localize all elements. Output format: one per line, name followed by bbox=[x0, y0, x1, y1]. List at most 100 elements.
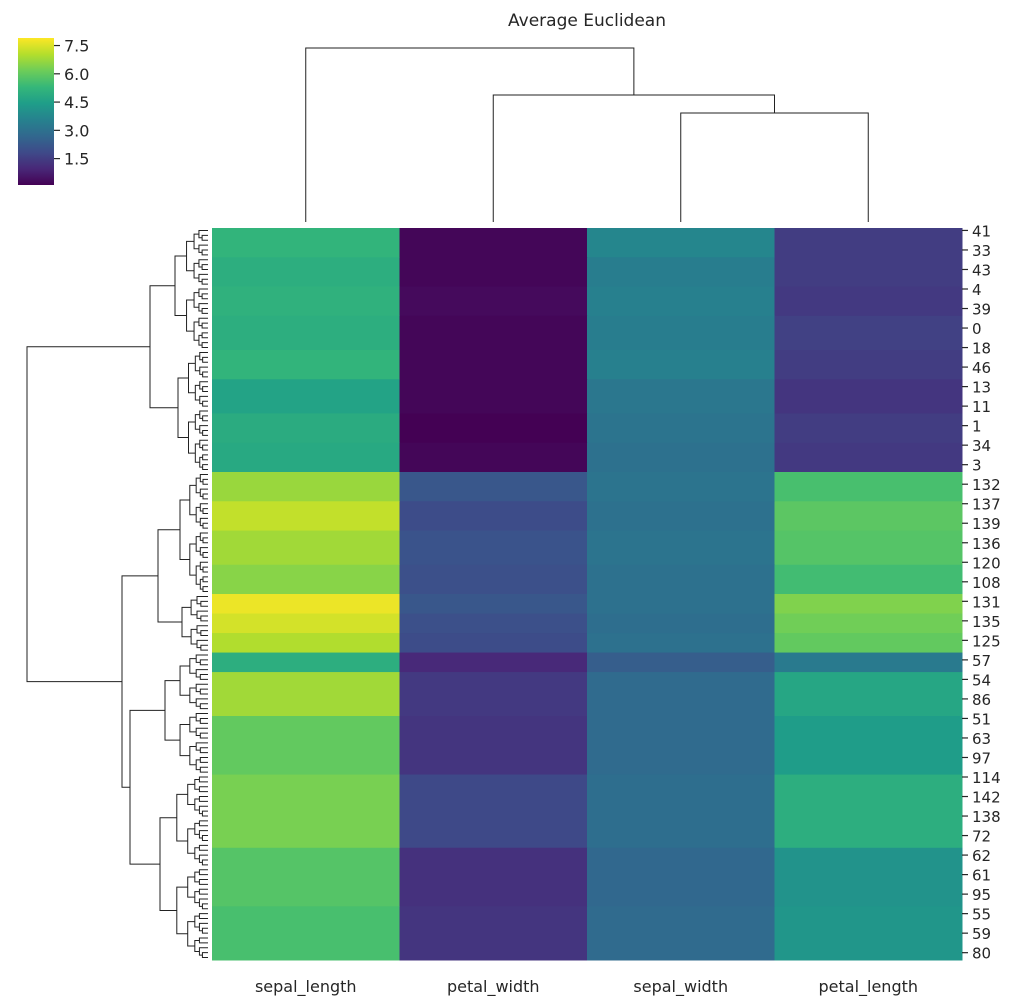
heatmap-cell bbox=[399, 472, 588, 502]
dendrogram-link bbox=[195, 669, 208, 678]
row-tick-label: 11 bbox=[972, 398, 991, 416]
dendrogram-link bbox=[194, 915, 200, 928]
row-tick-label: 138 bbox=[972, 808, 1001, 826]
dendrogram-link bbox=[198, 869, 208, 876]
heatmap-cell bbox=[212, 442, 400, 473]
heatmap-cell bbox=[587, 564, 775, 595]
heatmap-cell bbox=[399, 906, 588, 961]
heatmap-cell bbox=[587, 379, 775, 414]
dendrogram-link bbox=[189, 716, 197, 733]
dendrogram-link bbox=[195, 698, 208, 707]
heatmap-cell bbox=[774, 652, 963, 673]
heatmap-cell bbox=[774, 613, 963, 634]
dendrogram-link bbox=[202, 464, 208, 471]
dendrogram-link bbox=[201, 322, 208, 329]
dendrogram-link bbox=[195, 477, 201, 494]
heatmap-cell bbox=[774, 315, 963, 351]
dendrogram-link bbox=[199, 578, 204, 590]
heatmap-cell bbox=[774, 594, 963, 615]
dendrogram-link bbox=[198, 820, 208, 827]
heatmap-cell bbox=[587, 501, 775, 532]
dendrogram-link bbox=[179, 665, 190, 696]
dendrogram-link bbox=[195, 759, 201, 771]
heatmap-cell bbox=[399, 672, 588, 717]
dendrogram-link bbox=[179, 499, 190, 561]
dendrogram-link bbox=[193, 292, 199, 308]
dendrogram-link bbox=[198, 844, 208, 851]
heatmap-cell bbox=[774, 501, 963, 532]
heatmap-cell bbox=[399, 633, 588, 654]
colorbar: 1.5 3.0 4.5 6.0 7.5 bbox=[18, 37, 89, 185]
dendrogram-link bbox=[202, 454, 208, 461]
heatmap-cell bbox=[587, 413, 775, 444]
heatmap-cell bbox=[587, 228, 775, 258]
dendrogram-link bbox=[199, 766, 208, 773]
heatmap-cell bbox=[212, 530, 400, 566]
heatmap-cell bbox=[212, 847, 400, 907]
dendrogram-link bbox=[199, 517, 208, 527]
dendrogram-link bbox=[198, 830, 208, 839]
heatmap-cell bbox=[587, 472, 775, 502]
dendrogram-link bbox=[196, 625, 208, 634]
dendrogram-link bbox=[195, 683, 208, 693]
dendrogram-link bbox=[194, 939, 200, 952]
heatmap-cell bbox=[774, 413, 963, 444]
dendrogram-link bbox=[198, 288, 208, 297]
dendrogram-link bbox=[187, 876, 195, 898]
dendrogram-link bbox=[198, 244, 208, 253]
dendrogram-link bbox=[201, 234, 208, 241]
heatmap-cell bbox=[399, 442, 588, 473]
dendrogram-link bbox=[199, 717, 208, 724]
dendrogram-link bbox=[189, 543, 197, 576]
heatmap-cell bbox=[774, 257, 963, 288]
dendrogram-link bbox=[201, 264, 208, 270]
dendrogram-link bbox=[199, 747, 208, 754]
heatmap-cell bbox=[212, 286, 400, 317]
row-tick-label: 137 bbox=[972, 496, 1001, 514]
dendrogram-link bbox=[194, 443, 200, 463]
heatmap-cell bbox=[399, 379, 588, 414]
heatmap-cell bbox=[399, 847, 588, 907]
heatmap-cell bbox=[212, 613, 400, 634]
row-tick-label: 3 bbox=[972, 457, 982, 475]
row-tick-label: 132 bbox=[972, 476, 1001, 494]
row-tick-label: 61 bbox=[972, 867, 991, 885]
row-tick-label: 57 bbox=[972, 652, 991, 670]
heatmap-cell bbox=[587, 652, 775, 673]
heatmap-cell bbox=[774, 633, 963, 654]
heatmap-cell bbox=[399, 350, 588, 380]
dendrogram-link bbox=[201, 342, 208, 349]
dendrogram-link bbox=[196, 610, 208, 619]
row-tick-label: 13 bbox=[972, 379, 991, 397]
dendrogram-link bbox=[194, 778, 200, 790]
heatmap-cell bbox=[212, 379, 400, 414]
row-tick-label: 136 bbox=[972, 535, 1001, 553]
dendrogram-link bbox=[202, 444, 208, 451]
dendrogram-link bbox=[198, 317, 208, 327]
dendrogram-link bbox=[195, 713, 208, 722]
dendrogram-link bbox=[193, 321, 199, 341]
dendrogram-link bbox=[202, 522, 208, 529]
row-tick-label: 55 bbox=[972, 906, 991, 924]
dendrogram-link bbox=[202, 493, 208, 500]
column-tick-labels: sepal_length petal_width sepal_width petal_… bbox=[255, 977, 918, 997]
heatmap-cell bbox=[212, 413, 400, 444]
dendrogram-link bbox=[200, 644, 208, 651]
heatmap-cell bbox=[212, 594, 400, 615]
heatmap bbox=[212, 228, 963, 961]
dendrogram-link bbox=[199, 488, 208, 497]
row-tick-label: 33 bbox=[972, 242, 991, 260]
dendrogram-link bbox=[187, 783, 195, 805]
row-tick-label: 63 bbox=[972, 730, 991, 748]
row-tick-label: 0 bbox=[972, 320, 982, 338]
dendrogram-link bbox=[121, 575, 158, 788]
dendrogram-link bbox=[201, 278, 208, 285]
dendrogram-link bbox=[199, 410, 208, 419]
colorbar-tick-label: 3.0 bbox=[64, 121, 89, 140]
dendrogram-link bbox=[194, 798, 200, 811]
dendrogram-link bbox=[194, 871, 200, 883]
heatmap-cell bbox=[399, 594, 588, 615]
dendrogram-link bbox=[200, 630, 208, 636]
dendrogram-link bbox=[198, 776, 208, 783]
heatmap-cell bbox=[399, 315, 588, 351]
